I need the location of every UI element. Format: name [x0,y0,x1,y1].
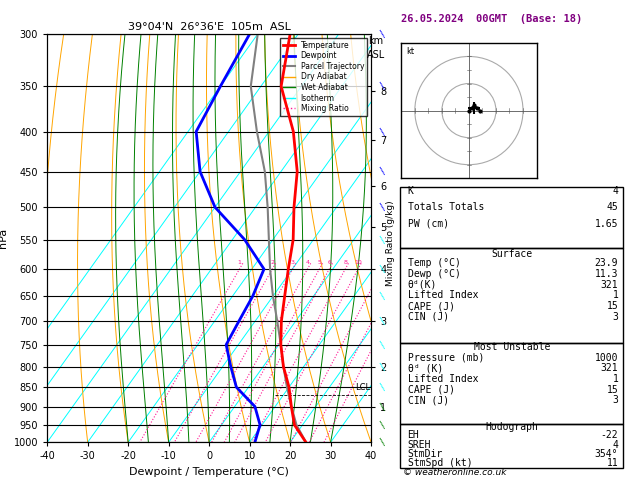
Text: CAPE (J): CAPE (J) [408,385,455,395]
Y-axis label: hPa: hPa [0,228,8,248]
Text: /: / [379,362,387,371]
Text: /: / [379,167,387,176]
Text: Dewp (°C): Dewp (°C) [408,269,460,279]
Text: /: / [379,127,387,136]
Text: Hodograph: Hodograph [485,422,538,432]
Text: Mixing Ratio (g/kg): Mixing Ratio (g/kg) [386,200,395,286]
Text: © weatheronline.co.uk: © weatheronline.co.uk [403,469,507,477]
Text: /: / [379,292,387,301]
Text: Lifted Index: Lifted Index [408,374,478,384]
Text: ASL: ASL [367,51,386,60]
Text: 10: 10 [354,260,362,265]
Text: 321: 321 [601,364,618,373]
Text: Most Unstable: Most Unstable [474,342,550,352]
Text: EH: EH [408,431,420,440]
Text: 4: 4 [613,187,618,196]
Text: /: / [379,437,387,447]
Text: 8: 8 [343,260,347,265]
Text: 354°: 354° [595,449,618,459]
Text: Totals Totals: Totals Totals [408,203,484,212]
Text: CAPE (J): CAPE (J) [408,301,455,311]
Text: /: / [379,264,387,274]
Text: /: / [379,235,387,244]
Text: 1.65: 1.65 [595,219,618,229]
Text: 1000: 1000 [595,353,618,363]
Text: StmSpd (kt): StmSpd (kt) [408,458,472,468]
Text: Surface: Surface [491,249,532,259]
Text: 11: 11 [606,458,618,468]
Text: /: / [379,203,387,212]
Text: 3: 3 [613,396,618,405]
Text: km: km [369,36,384,46]
Text: Temp (°C): Temp (°C) [408,259,460,268]
Text: 45: 45 [606,203,618,212]
Text: K: K [408,187,413,196]
Text: CIN (J): CIN (J) [408,312,448,322]
Title: 39°04'N  26°36'E  105m  ASL: 39°04'N 26°36'E 105m ASL [128,22,291,32]
Text: 4: 4 [306,260,309,265]
Text: 6: 6 [327,260,331,265]
Text: LCL: LCL [355,383,370,392]
Text: /: / [379,82,387,91]
Text: 15: 15 [606,301,618,311]
Text: 3: 3 [291,260,294,265]
Text: SREH: SREH [408,440,431,450]
Text: /: / [379,317,387,326]
Text: θᵈ (K): θᵈ (K) [408,364,443,373]
Text: 26.05.2024  00GMT  (Base: 18): 26.05.2024 00GMT (Base: 18) [401,14,582,24]
Text: 321: 321 [601,280,618,290]
Text: 5: 5 [318,260,321,265]
Text: Lifted Index: Lifted Index [408,291,478,300]
X-axis label: Dewpoint / Temperature (°C): Dewpoint / Temperature (°C) [129,467,289,477]
Text: /: / [379,402,387,411]
Text: 1: 1 [613,291,618,300]
Text: /: / [379,420,387,430]
Text: 3: 3 [613,312,618,322]
Text: /: / [379,382,387,392]
Text: 23.9: 23.9 [595,259,618,268]
Text: Pressure (mb): Pressure (mb) [408,353,484,363]
Text: θᵈ(K): θᵈ(K) [408,280,437,290]
Text: StmDir: StmDir [408,449,443,459]
Legend: Temperature, Dewpoint, Parcel Trajectory, Dry Adiabat, Wet Adiabat, Isotherm, Mi: Temperature, Dewpoint, Parcel Trajectory… [280,38,367,116]
Text: /: / [379,29,387,39]
Text: 1: 1 [613,374,618,384]
Text: -22: -22 [601,431,618,440]
Text: /: / [379,340,387,349]
Text: CIN (J): CIN (J) [408,396,448,405]
Text: 4: 4 [613,440,618,450]
Text: 15: 15 [606,385,618,395]
Text: 2: 2 [270,260,274,265]
Text: 11.3: 11.3 [595,269,618,279]
Text: 1: 1 [238,260,242,265]
Text: kt: kt [407,47,415,56]
Text: PW (cm): PW (cm) [408,219,448,229]
